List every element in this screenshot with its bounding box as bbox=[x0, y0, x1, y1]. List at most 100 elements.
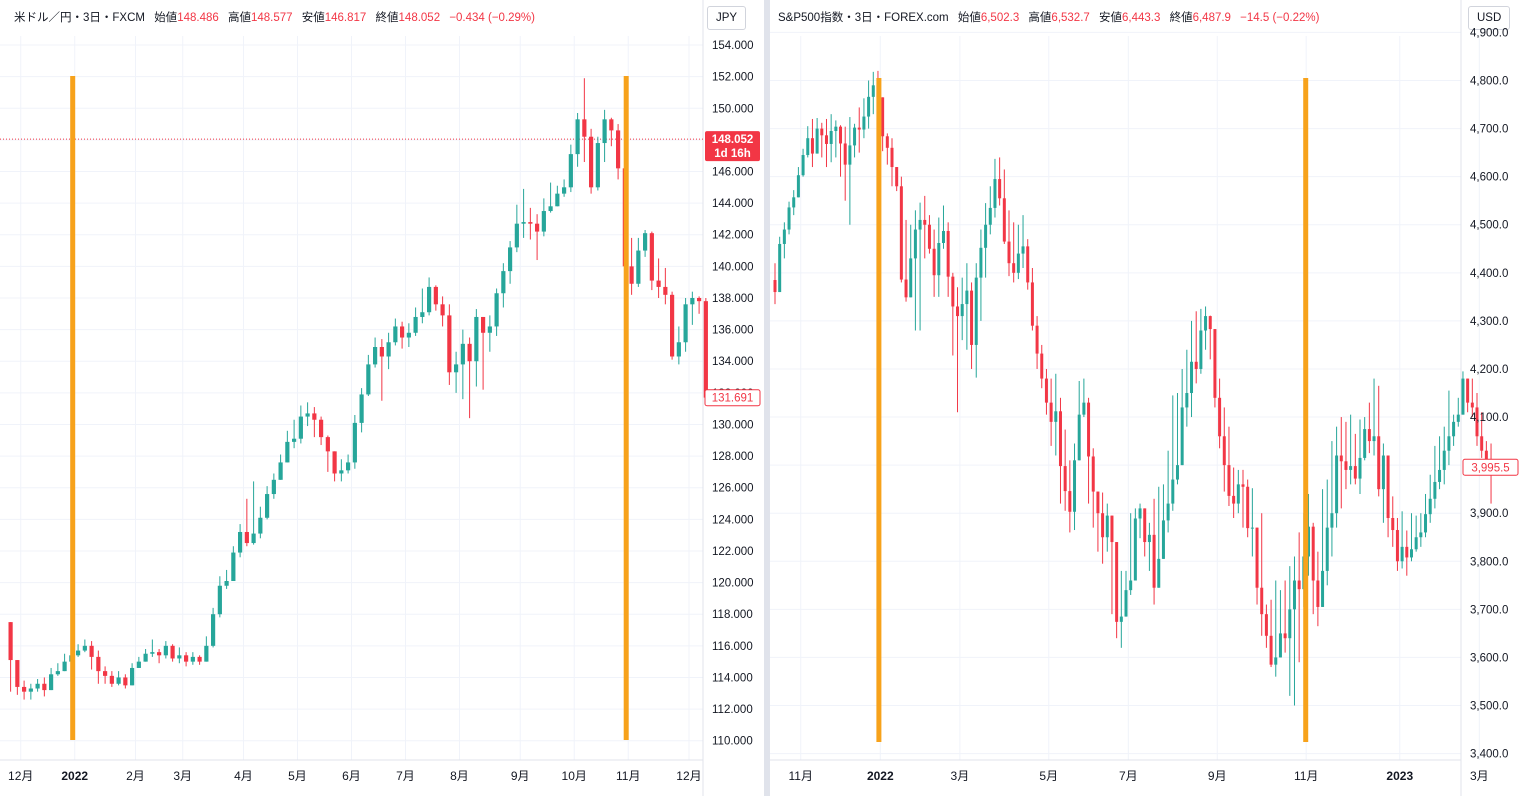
candle-body bbox=[663, 286, 668, 295]
candle-body bbox=[1054, 411, 1058, 422]
candle-body bbox=[867, 96, 871, 117]
candle bbox=[55, 663, 60, 676]
candle bbox=[1236, 469, 1240, 514]
candle-body bbox=[932, 248, 936, 276]
candle-body bbox=[1269, 635, 1273, 665]
candle bbox=[602, 109, 607, 163]
candle bbox=[1016, 224, 1020, 280]
candle-body bbox=[1124, 590, 1128, 617]
candle-body bbox=[787, 207, 791, 230]
candle bbox=[386, 332, 391, 370]
y-tick-label: 142.000 bbox=[712, 230, 754, 242]
last-price-tag bbox=[704, 389, 761, 407]
candle-body bbox=[703, 301, 708, 398]
candle-body bbox=[609, 119, 614, 131]
candle-body bbox=[1194, 361, 1198, 369]
y-tick-label: 4,300.0 bbox=[1470, 316, 1508, 328]
candle-body bbox=[1335, 455, 1339, 514]
candle bbox=[1409, 513, 1413, 562]
candle bbox=[1400, 511, 1404, 569]
candle bbox=[1063, 429, 1067, 511]
candle-body bbox=[951, 276, 955, 307]
current-price-label: 148.052 bbox=[712, 134, 754, 146]
candle bbox=[1190, 320, 1194, 418]
currency-unit-button[interactable]: JPY bbox=[707, 6, 747, 30]
candle-body bbox=[271, 479, 276, 495]
legend-close-value: 6,487.9 bbox=[1192, 12, 1231, 24]
candle bbox=[494, 288, 499, 336]
last-price-tag bbox=[1462, 458, 1519, 476]
candle bbox=[1405, 530, 1409, 576]
y-tick-label: 152.000 bbox=[712, 72, 754, 84]
candle bbox=[96, 650, 101, 684]
candle bbox=[1438, 436, 1442, 490]
candle-body bbox=[1101, 513, 1105, 538]
candle-body bbox=[815, 128, 819, 154]
candle bbox=[1222, 407, 1226, 492]
candle bbox=[1363, 417, 1367, 461]
candle bbox=[1021, 215, 1025, 269]
candle-body bbox=[1073, 460, 1077, 512]
candle bbox=[843, 126, 847, 201]
currency-unit-button[interactable]: USD bbox=[1468, 6, 1511, 30]
candle-body bbox=[204, 645, 209, 662]
candle bbox=[937, 217, 941, 297]
candle-body bbox=[871, 85, 875, 97]
candle-body bbox=[1049, 402, 1053, 422]
candle bbox=[1321, 489, 1325, 607]
legend-low-value: 6,443.3 bbox=[1122, 12, 1161, 24]
candle bbox=[1311, 522, 1315, 615]
candle bbox=[1171, 395, 1175, 511]
vertical-marker-line bbox=[623, 76, 629, 740]
candle bbox=[1447, 390, 1451, 466]
candle-body bbox=[447, 315, 452, 373]
candle-body bbox=[862, 116, 866, 130]
candle bbox=[1058, 397, 1062, 504]
candle-body bbox=[136, 661, 141, 668]
y-tick-label: 4,500.0 bbox=[1470, 220, 1508, 232]
candle-body bbox=[1395, 530, 1399, 562]
candle-body bbox=[433, 286, 438, 305]
candle-body bbox=[319, 419, 324, 438]
candle bbox=[366, 354, 371, 397]
candle bbox=[325, 435, 330, 472]
candle-body bbox=[481, 316, 486, 333]
sp500-chart-panel[interactable]: S&P500指数・3日・FOREX.com 始値6,502.3 高値6,532.… bbox=[770, 0, 1535, 796]
candle-body bbox=[773, 280, 777, 293]
panel-divider[interactable] bbox=[764, 0, 770, 796]
legend-open-label: 始値 bbox=[957, 12, 981, 24]
usdjpy-candlestick-chart[interactable]: 154.000152.000150.000148.000146.000144.0… bbox=[0, 0, 764, 796]
candle-body bbox=[834, 126, 838, 131]
candle bbox=[332, 451, 337, 482]
candle bbox=[703, 297, 708, 400]
candle-body bbox=[1002, 198, 1006, 242]
candle bbox=[467, 337, 472, 419]
usdjpy-chart-panel[interactable]: 米ドル／円・3日・FXCM 始値148.486 高値148.577 安値146.… bbox=[0, 0, 764, 796]
candle bbox=[806, 126, 810, 158]
y-tick-label: 130.000 bbox=[712, 419, 754, 431]
candle bbox=[643, 230, 648, 257]
candle bbox=[1381, 443, 1385, 523]
candle bbox=[1138, 503, 1142, 539]
candle-body bbox=[400, 326, 405, 338]
candle bbox=[413, 307, 418, 336]
y-tick-label: 144.000 bbox=[712, 198, 754, 210]
candle bbox=[636, 237, 641, 287]
candle bbox=[1232, 467, 1236, 519]
candle-body bbox=[35, 683, 40, 689]
legend-change-value: −0.434 (−0.29%) bbox=[449, 12, 535, 24]
candle bbox=[582, 78, 587, 163]
candle-body bbox=[130, 667, 135, 686]
candle bbox=[984, 203, 988, 278]
candle bbox=[697, 296, 702, 314]
candle bbox=[143, 648, 148, 662]
candle bbox=[1129, 513, 1133, 595]
candle bbox=[589, 128, 594, 194]
candle bbox=[1180, 368, 1184, 466]
candle-body bbox=[1119, 616, 1123, 622]
candle bbox=[616, 124, 621, 180]
candle bbox=[1433, 445, 1437, 509]
candle-body bbox=[1442, 450, 1446, 470]
sp500-candlestick-chart[interactable]: 4,900.0 4,800.0 4,700.0 4,600.0 4,500.0 4,400… bbox=[770, 0, 1535, 796]
current-price-tag bbox=[705, 131, 760, 162]
